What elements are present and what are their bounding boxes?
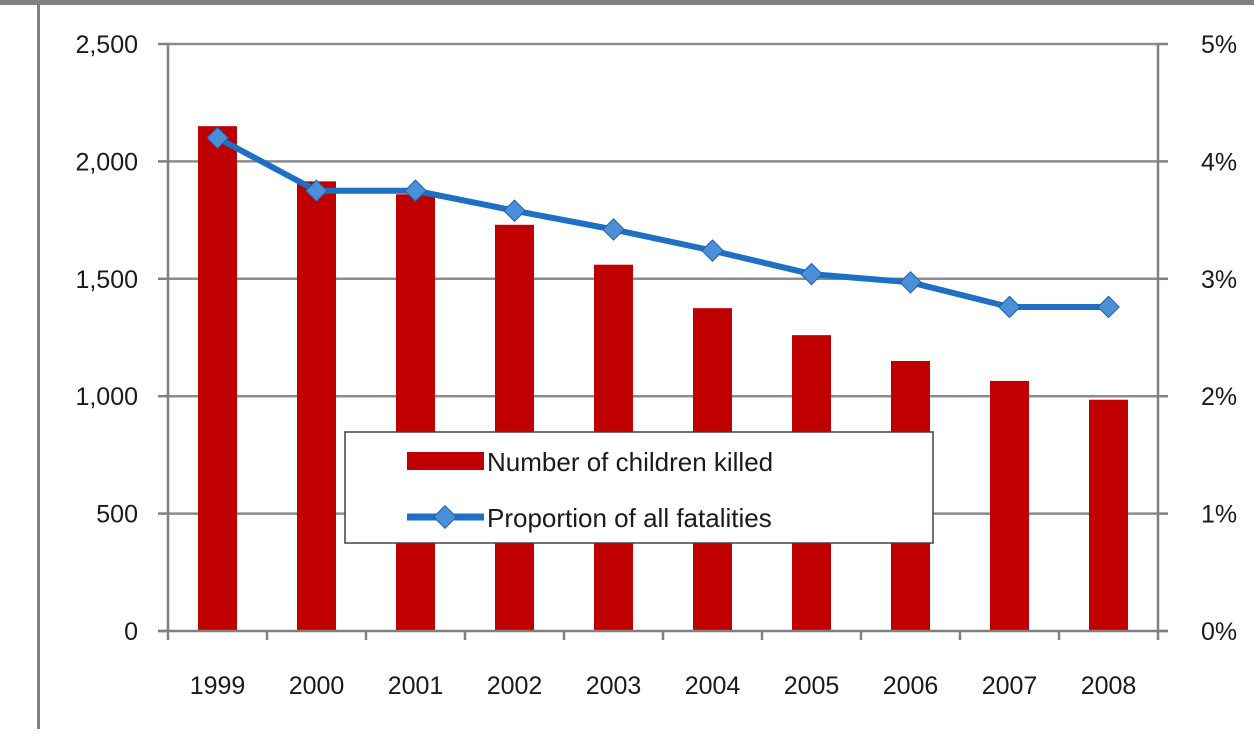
x-tick-label: 2004 bbox=[685, 672, 741, 700]
line-marker bbox=[206, 126, 229, 150]
x-tick-label: 2006 bbox=[883, 672, 939, 700]
line-marker bbox=[503, 199, 526, 223]
frame-top bbox=[0, 0, 1254, 5]
legend-label-bars: Number of children killed bbox=[487, 447, 773, 477]
x-tick-label: 2007 bbox=[982, 672, 1038, 700]
legend-bar-swatch bbox=[407, 452, 484, 470]
line-marker bbox=[305, 179, 328, 203]
line-marker bbox=[899, 271, 922, 294]
legend: Number of children killed Proportion of … bbox=[344, 431, 934, 544]
tick-labels: 0 500 1,000 1,500 2,000 2,500 0% 1% 2% 3% 4% 5% 1999… bbox=[75, 31, 1237, 700]
x-tick-label: 2000 bbox=[289, 672, 345, 700]
y-tick-label-left: 1,000 bbox=[75, 383, 138, 411]
line-marker bbox=[998, 295, 1021, 319]
x-tick-label: 2005 bbox=[784, 672, 840, 700]
y-tick-label-left: 500 bbox=[96, 501, 138, 529]
y-tick-label-left: 2,000 bbox=[75, 148, 138, 176]
y-tick-label-left: 0 bbox=[124, 618, 138, 646]
bar bbox=[495, 224, 534, 631]
bar bbox=[990, 380, 1029, 631]
y-tick-label-right: 2% bbox=[1201, 383, 1237, 411]
bar bbox=[198, 126, 237, 632]
legend-label-line: Proportion of all fatalities bbox=[487, 503, 772, 533]
y-tick-label-right: 3% bbox=[1201, 266, 1237, 294]
x-tick-label: 2001 bbox=[388, 672, 444, 700]
series-line bbox=[216, 135, 1109, 310]
line-marker bbox=[404, 179, 427, 203]
bar bbox=[297, 181, 336, 631]
frame-left bbox=[37, 0, 40, 729]
line-series bbox=[206, 126, 1120, 319]
axes bbox=[158, 42, 1168, 640]
line-marker bbox=[1097, 295, 1120, 319]
y-tick-label-right: 5% bbox=[1201, 31, 1237, 59]
legend-marker-swatch bbox=[432, 504, 458, 530]
y-tick-label-left: 2,500 bbox=[75, 31, 138, 59]
line-marker bbox=[701, 239, 724, 262]
x-tick-label: 2002 bbox=[487, 672, 543, 700]
x-tick-label: 2003 bbox=[586, 672, 642, 700]
bar-series bbox=[198, 126, 1128, 632]
bar bbox=[396, 194, 435, 631]
y-tick-label-left: 1,500 bbox=[75, 266, 138, 294]
bar bbox=[1089, 399, 1128, 631]
y-tick-label-right: 4% bbox=[1201, 148, 1237, 176]
y-tick-label-right: 0% bbox=[1201, 618, 1237, 646]
line-marker bbox=[800, 262, 823, 286]
x-tick-label: 1999 bbox=[190, 672, 246, 700]
y-tick-label-right: 1% bbox=[1201, 501, 1237, 529]
x-tick-label: 2008 bbox=[1081, 672, 1137, 700]
line-marker bbox=[602, 218, 625, 241]
